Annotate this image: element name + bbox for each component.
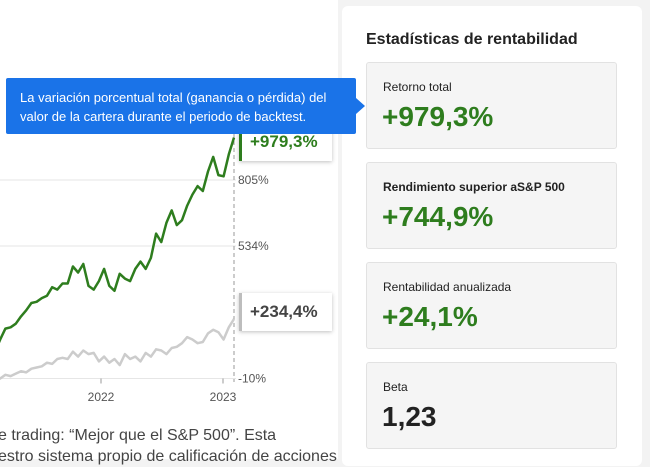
stat-label-outperformance-index: S&P 500 (517, 180, 565, 194)
portfolio-series-line (0, 137, 236, 344)
y-tick-label-2: -10% (238, 371, 266, 385)
panel-title: Estadísticas de rentabilidad (366, 31, 578, 48)
stat-card-beta[interactable]: Beta 1,23 (366, 362, 617, 449)
chart-svg: 805% 534% -10% 2022 2023 (0, 120, 269, 404)
sp500-series-line (0, 318, 236, 380)
stat-label-outperformance: Rendimiento superior aS&P 500 (383, 180, 565, 194)
stat-value-outperformance: +744,9% (382, 201, 494, 232)
stat-label-outperformance-bold: Rendimiento superior a (383, 180, 518, 194)
x-tick-label-0: 2022 (88, 390, 115, 404)
stat-value-total-return: +979,3% (382, 101, 494, 132)
description-line-1: e trading: “Mejor que el S&P 500”. Esta (0, 427, 277, 444)
stat-label-annualized: Rentabilidad anualizada (383, 280, 512, 294)
stat-label-beta: Beta (383, 380, 408, 394)
total-return-tooltip: La variación porcentual total (ganancia … (6, 78, 356, 134)
stat-card-total-return[interactable]: Retorno total +979,3% (366, 62, 617, 149)
stat-value-beta: 1,23 (382, 401, 437, 432)
stat-value-annualized: +24,1% (382, 301, 478, 332)
description-line-2: estro sistema propio de calificación de … (0, 448, 337, 465)
y-tick-label-0: 805% (238, 173, 269, 187)
performance-chart: 805% 534% -10% 2022 2023 +979,3% +234,4% e t… (0, 0, 338, 465)
sp500-end-value-tag: +234,4% (239, 293, 332, 331)
strategy-description: e trading: “Mejor que el S&P 500”. Esta … (0, 425, 338, 467)
y-tick-label-1: 534% (238, 239, 269, 253)
stat-card-outperformance[interactable]: Rendimiento superior aS&P 500 +744,9% (366, 162, 617, 249)
tooltip-arrow (356, 98, 365, 114)
stat-card-annualized[interactable]: Rentabilidad anualizada +24,1% (366, 262, 617, 349)
performance-stats-panel: Estadísticas de rentabilidad Retorno tot… (342, 6, 642, 466)
x-tick-label-1: 2023 (210, 390, 237, 404)
stat-label-total-return: Retorno total (383, 80, 452, 94)
